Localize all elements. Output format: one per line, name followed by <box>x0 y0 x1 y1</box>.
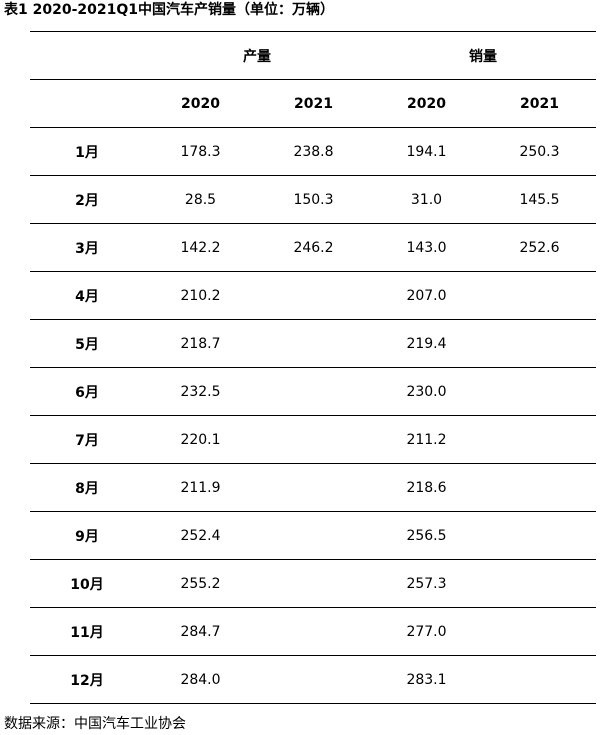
value-cell-prod-2020: 142.2 <box>144 223 257 272</box>
header-year-sales-2021: 2021 <box>483 79 596 128</box>
table-row: 6月 232.5 230.0 <box>30 367 596 416</box>
value-cell-sales-2020: 256.5 <box>370 511 483 560</box>
value-cell-prod-2021: 246.2 <box>257 223 370 272</box>
data-source-note: 数据来源：中国汽车工业协会 <box>4 716 186 732</box>
value-cell-sales-2021 <box>483 463 596 512</box>
value-cell-prod-2020: 252.4 <box>144 511 257 560</box>
header-corner-cell <box>30 79 144 128</box>
table-row: 12月 284.0 283.1 <box>30 655 596 704</box>
month-cell: 11月 <box>30 607 144 656</box>
value-cell-sales-2020: 211.2 <box>370 415 483 464</box>
value-cell-sales-2020: 143.0 <box>370 223 483 272</box>
value-cell-sales-2021 <box>483 367 596 416</box>
table-row: 4月 210.2 207.0 <box>30 271 596 320</box>
table-row: 3月 142.2 246.2 143.0 252.6 <box>30 223 596 272</box>
month-cell: 2月 <box>30 175 144 224</box>
value-cell-sales-2020: 219.4 <box>370 319 483 368</box>
value-cell-prod-2021 <box>257 463 370 512</box>
header-year-prod-2021: 2021 <box>257 79 370 128</box>
month-cell: 4月 <box>30 271 144 320</box>
value-cell-prod-2021: 150.3 <box>257 175 370 224</box>
value-cell-sales-2020: 230.0 <box>370 367 483 416</box>
value-cell-prod-2021 <box>257 607 370 656</box>
header-production: 产量 <box>144 31 370 80</box>
value-cell-prod-2021: 238.8 <box>257 127 370 176</box>
value-cell-sales-2021: 145.5 <box>483 175 596 224</box>
value-cell-sales-2020: 31.0 <box>370 175 483 224</box>
month-cell: 5月 <box>30 319 144 368</box>
value-cell-sales-2020: 207.0 <box>370 271 483 320</box>
value-cell-prod-2020: 210.2 <box>144 271 257 320</box>
table-row: 2月 28.5 150.3 31.0 145.5 <box>30 175 596 224</box>
value-cell-prod-2020: 211.9 <box>144 463 257 512</box>
month-cell: 10月 <box>30 559 144 608</box>
month-cell: 9月 <box>30 511 144 560</box>
value-cell-prod-2021 <box>257 655 370 704</box>
month-cell: 1月 <box>30 127 144 176</box>
table-title: 表1 2020-2021Q1中国汽车产销量（单位：万辆） <box>4 2 334 18</box>
value-cell-prod-2020: 255.2 <box>144 559 257 608</box>
value-cell-sales-2021 <box>483 271 596 320</box>
month-cell: 6月 <box>30 367 144 416</box>
month-cell: 8月 <box>30 463 144 512</box>
value-cell-prod-2020: 232.5 <box>144 367 257 416</box>
header-year-prod-2020: 2020 <box>144 79 257 128</box>
value-cell-sales-2021 <box>483 559 596 608</box>
value-cell-prod-2021 <box>257 319 370 368</box>
table-row: 9月 252.4 256.5 <box>30 511 596 560</box>
value-cell-sales-2021 <box>483 511 596 560</box>
table-row: 11月 284.7 277.0 <box>30 607 596 656</box>
value-cell-sales-2021: 252.6 <box>483 223 596 272</box>
value-cell-prod-2021 <box>257 559 370 608</box>
value-cell-prod-2020: 284.0 <box>144 655 257 704</box>
value-cell-sales-2021 <box>483 319 596 368</box>
table-row: 5月 218.7 219.4 <box>30 319 596 368</box>
table-row: 7月 220.1 211.2 <box>30 415 596 464</box>
month-cell: 7月 <box>30 415 144 464</box>
value-cell-sales-2020: 194.1 <box>370 127 483 176</box>
value-cell-sales-2020: 277.0 <box>370 607 483 656</box>
header-sales: 销量 <box>370 31 596 80</box>
value-cell-prod-2020: 284.7 <box>144 607 257 656</box>
table-row: 8月 211.9 218.6 <box>30 463 596 512</box>
header-row-groups: 产量 销量 <box>30 31 596 80</box>
header-year-sales-2020: 2020 <box>370 79 483 128</box>
month-cell: 3月 <box>30 223 144 272</box>
value-cell-sales-2020: 218.6 <box>370 463 483 512</box>
value-cell-sales-2021: 250.3 <box>483 127 596 176</box>
value-cell-sales-2021 <box>483 655 596 704</box>
value-cell-prod-2021 <box>257 415 370 464</box>
value-cell-sales-2020: 283.1 <box>370 655 483 704</box>
value-cell-sales-2020: 257.3 <box>370 559 483 608</box>
value-cell-sales-2021 <box>483 607 596 656</box>
production-sales-table: 产量 销量 2020 2021 2020 2021 1月 178.3 238.8 19… <box>30 31 596 704</box>
table-row: 10月 255.2 257.3 <box>30 559 596 608</box>
month-cell: 12月 <box>30 655 144 704</box>
value-cell-prod-2020: 220.1 <box>144 415 257 464</box>
value-cell-prod-2020: 218.7 <box>144 319 257 368</box>
value-cell-prod-2021 <box>257 271 370 320</box>
value-cell-prod-2020: 178.3 <box>144 127 257 176</box>
table-body: 1月 178.3 238.8 194.1 250.3 2月 28.5 150.3 31.0 145… <box>30 127 596 704</box>
header-corner-cell <box>30 31 144 80</box>
header-row-years: 2020 2021 2020 2021 <box>30 79 596 128</box>
table-row: 1月 178.3 238.8 194.1 250.3 <box>30 127 596 176</box>
value-cell-prod-2021 <box>257 367 370 416</box>
value-cell-prod-2020: 28.5 <box>144 175 257 224</box>
value-cell-prod-2021 <box>257 511 370 560</box>
value-cell-sales-2021 <box>483 415 596 464</box>
